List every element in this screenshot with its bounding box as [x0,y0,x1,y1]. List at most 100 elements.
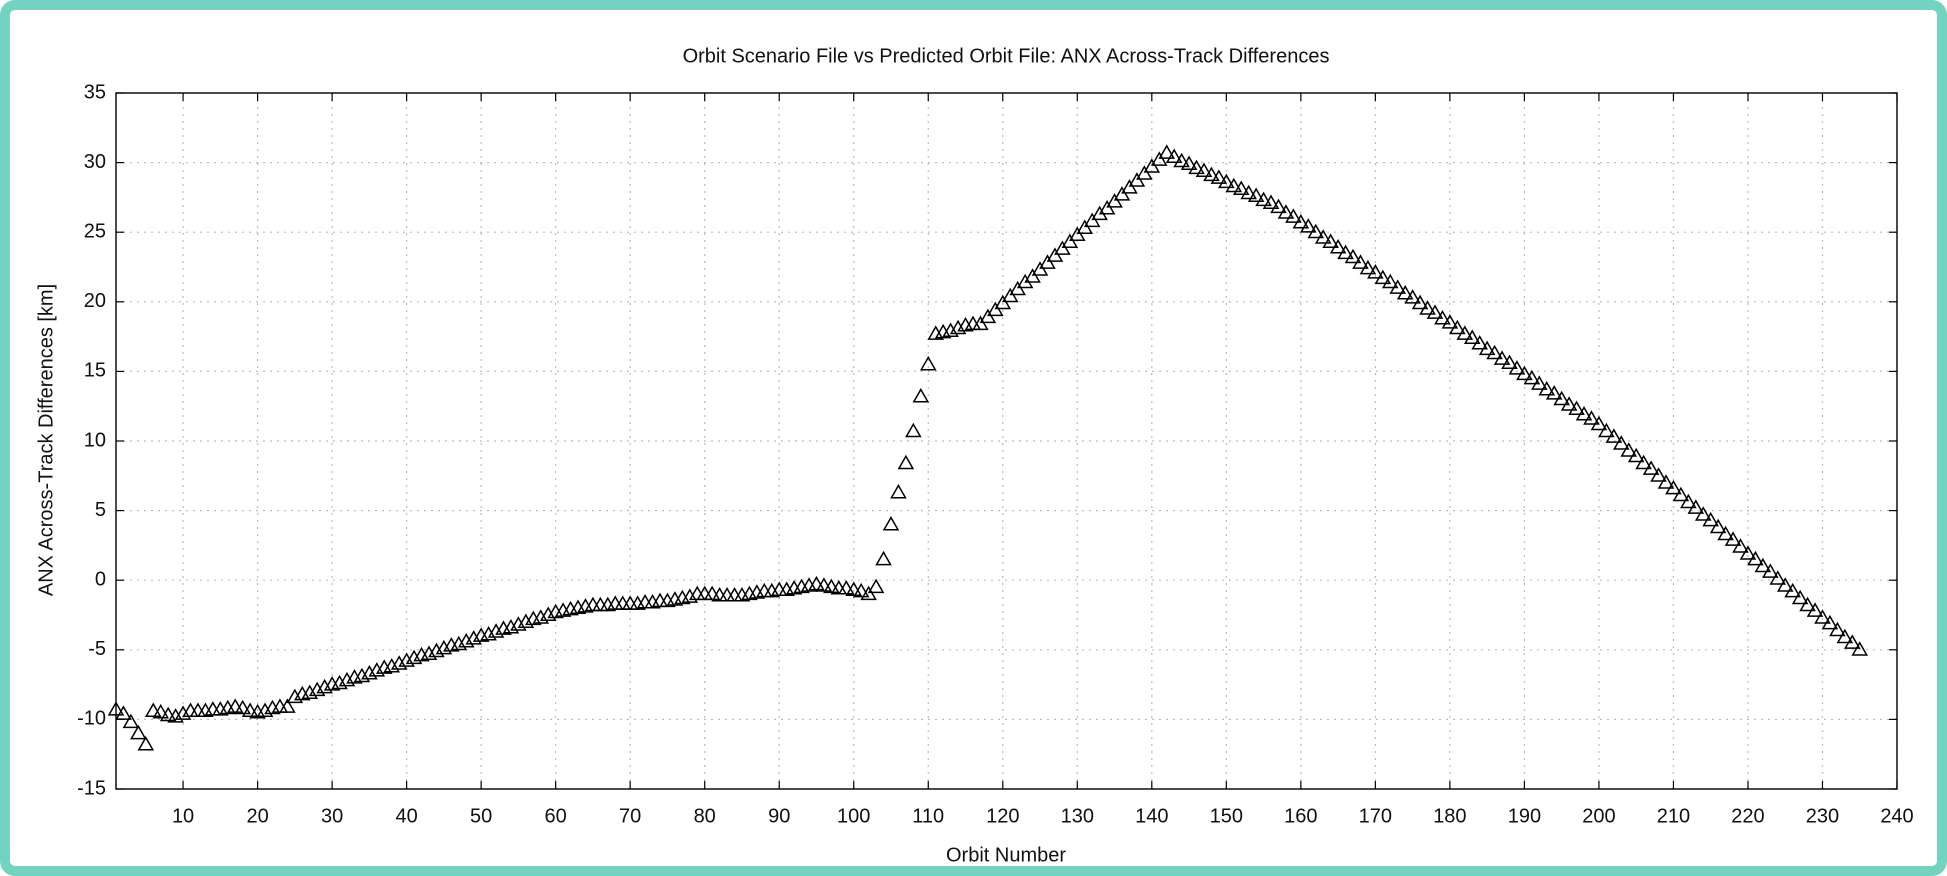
data-point [852,582,870,598]
data-point [1694,506,1712,521]
data-point [241,702,259,718]
data-point [1605,428,1623,443]
x-tick-label: 220 [1731,805,1764,827]
data-point [1359,259,1377,275]
data-point [361,664,378,680]
data-point [1814,609,1831,624]
y-tick-label: 5 [95,499,106,521]
data-point [1061,233,1079,248]
x-tick-label: 210 [1657,805,1690,827]
data-point [517,613,535,628]
data-point [1143,158,1161,173]
data-point [882,516,900,531]
data-point [1203,166,1220,182]
data-point [1113,186,1131,201]
data-point [316,678,333,694]
data-point [1471,335,1488,350]
data-point [1843,634,1861,649]
data-point [949,319,967,335]
data-point [174,705,192,720]
data-point [1098,200,1116,215]
data-point [1292,213,1310,229]
data-point [502,619,520,634]
data-point [1732,538,1749,553]
data-point [942,322,959,338]
data-point [1478,340,1496,356]
data-point [167,708,184,723]
data-point [897,454,915,470]
data-point [1762,563,1779,578]
data-point [279,698,296,713]
x-tick-label: 80 [694,805,716,827]
data-point [1106,193,1123,208]
data-point [1672,486,1690,502]
data-point [420,645,438,660]
data-point [1024,268,1041,283]
data-point [1329,239,1347,254]
data-point [1300,218,1317,233]
data-point [823,578,840,594]
data-point [539,606,557,621]
x-tick-label: 170 [1359,805,1392,827]
data-point [159,706,177,722]
data-point [1314,229,1332,244]
data-point [1031,261,1049,276]
data-point [1180,155,1198,170]
data-point [234,699,251,715]
x-tick-label: 60 [545,805,567,827]
data-point [1568,400,1585,415]
y-tick-label: 35 [84,81,106,103]
data-point [1277,204,1295,219]
data-point [867,578,885,594]
y-tick-label: 0 [95,568,106,590]
x-tick-label: 240 [1880,805,1913,827]
data-point [152,703,170,719]
data-point [979,308,997,324]
y-tick-label: 10 [84,429,106,451]
data-point [815,577,833,592]
data-point [1076,219,1094,235]
data-point [1128,172,1146,187]
data-point [1620,442,1638,457]
data-point [435,639,453,655]
x-tick-label: 190 [1508,805,1541,827]
x-tick-label: 200 [1582,805,1615,827]
data-point [1560,396,1578,411]
x-tick-label: 150 [1210,805,1243,827]
data-point [1493,350,1511,365]
data-point [1262,194,1280,209]
data-point [1486,344,1503,360]
data-point [122,713,140,729]
data-point [1508,360,1526,375]
data-point [1083,212,1101,228]
data-point [837,580,855,595]
data-point [1799,596,1816,612]
data-point [808,575,825,591]
x-tick-label: 50 [470,805,492,827]
data-point [1806,602,1824,617]
data-point [1739,545,1757,560]
data-point [428,642,445,658]
data-point [1225,177,1243,193]
data-point [1136,165,1153,180]
data-point [1441,314,1459,329]
data-point [1344,248,1362,264]
data-point [1665,479,1682,495]
data-point [1545,385,1563,400]
data-point [1769,570,1787,585]
x-tick-label: 20 [246,805,268,827]
data-point [532,609,550,624]
data-point [845,581,863,596]
data-point [107,701,125,716]
data-point [1635,454,1652,470]
data-point [130,724,147,740]
data-point [1702,511,1719,527]
data-point [1531,375,1548,390]
data-point [1449,319,1466,335]
data-point [1642,460,1660,475]
data-point [1337,244,1354,260]
data-point [1724,531,1742,546]
data-point [1553,390,1570,406]
data-point [383,657,401,673]
data-point [1583,410,1600,425]
